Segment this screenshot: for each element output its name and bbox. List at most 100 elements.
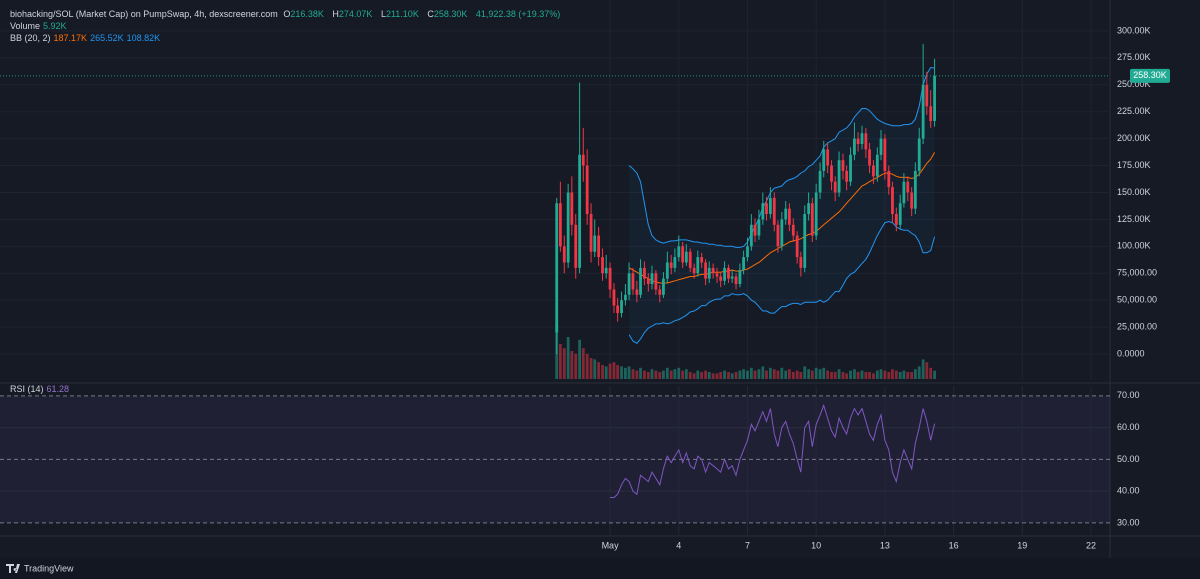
volume-bar — [780, 367, 784, 379]
candle-body — [631, 273, 635, 290]
candle-body — [707, 267, 711, 279]
candle-body — [845, 170, 849, 182]
candle-body — [734, 276, 738, 285]
x-tick-label: 13 — [880, 540, 890, 550]
candle-body — [776, 224, 780, 247]
volume-label: Volume — [10, 21, 41, 31]
candle-body — [727, 267, 730, 279]
brand-logo — [6, 564, 20, 573]
volume-bar — [830, 372, 833, 379]
volume-bar — [776, 370, 780, 379]
volume-bar — [738, 370, 742, 379]
volume-bar — [810, 370, 814, 379]
candle-body — [715, 273, 719, 277]
volume-bar — [734, 372, 738, 379]
main-legend: biohacking/SOL (Market Cap) on PumpSwap,… — [10, 8, 563, 20]
candle-body — [787, 208, 791, 225]
bb-lower-line — [628, 221, 936, 344]
volume-bar — [814, 367, 818, 379]
candle-body — [898, 203, 902, 225]
candle-body — [562, 246, 566, 263]
candle-body — [894, 214, 898, 225]
volume-bar — [929, 367, 933, 379]
candle-body — [616, 305, 620, 314]
volume-bar — [684, 369, 688, 379]
volume-bar — [696, 370, 700, 379]
readout-value: 211.10K — [385, 9, 419, 19]
candle-body — [868, 149, 871, 166]
readout-value: 258.30K — [433, 9, 468, 19]
volume-bar — [604, 366, 608, 379]
candle-body — [872, 165, 875, 177]
candle-body — [658, 289, 662, 295]
candle-body — [849, 154, 852, 182]
candle-body — [624, 294, 627, 301]
candle-body — [585, 165, 589, 215]
volume-bar — [627, 366, 631, 379]
volume-bar — [681, 370, 685, 379]
candle-body — [826, 149, 830, 166]
volume-bar — [845, 373, 849, 379]
y-tick-label: 125.00K — [1117, 214, 1151, 224]
volume-bar — [624, 367, 627, 379]
candle-body — [860, 133, 864, 145]
candle-body — [692, 267, 696, 274]
candle-body — [856, 138, 860, 145]
volume-bar — [913, 369, 917, 379]
candle-body — [597, 235, 601, 258]
candle-body — [639, 267, 642, 295]
volume-bar — [883, 370, 887, 379]
candle-body — [933, 75, 936, 121]
x-tick-label: 10 — [811, 540, 821, 550]
candle-body — [700, 257, 704, 263]
candle-body — [604, 267, 608, 274]
volume-bar — [608, 363, 612, 379]
candle-body — [704, 262, 707, 279]
volume-bar — [593, 359, 597, 379]
footer — [0, 558, 1200, 579]
volume-bar — [669, 370, 673, 379]
y-tick-label: 150.00K — [1117, 187, 1151, 197]
volume-bar — [753, 370, 757, 379]
brand-name: TradingView — [24, 563, 74, 573]
volume-bar — [673, 369, 677, 379]
readout-key: H — [332, 9, 339, 19]
volume-bar — [581, 348, 585, 379]
volume-bar — [635, 370, 639, 379]
rsi-legend: RSI (14) 61.28 — [10, 383, 72, 395]
candle-body — [665, 262, 669, 279]
candle-body — [772, 197, 776, 225]
rsi-tick-label: 60.00 — [1117, 422, 1140, 432]
volume-bar — [807, 369, 811, 379]
candle-body — [635, 289, 639, 295]
y-tick-label: 200.00K — [1117, 133, 1151, 143]
candle-body — [906, 181, 910, 193]
volume-bar — [631, 369, 635, 379]
x-tick-label: 16 — [949, 540, 959, 550]
candle-body — [757, 219, 761, 236]
volume-bar — [688, 372, 692, 379]
volume-bar — [601, 365, 604, 379]
volume-bar — [742, 369, 745, 379]
bb-lower-readout: 108.82K — [126, 33, 161, 43]
rsi-label: RSI (14) — [10, 384, 44, 394]
volume-bar — [933, 370, 936, 379]
volume-bar — [700, 372, 704, 379]
y-tick-label: 75,000.00 — [1117, 268, 1157, 278]
volume-bar — [887, 372, 891, 379]
volume-bar — [585, 353, 589, 379]
volume-bar — [620, 366, 623, 379]
candle-body — [742, 257, 745, 271]
candle-body — [601, 257, 604, 274]
volume-bar — [761, 366, 765, 379]
readout-value: 274.07K — [338, 9, 373, 19]
volume-bar — [791, 372, 795, 379]
volume-bar — [589, 358, 593, 379]
volume-bar — [558, 344, 562, 379]
volume-bar — [822, 367, 826, 379]
y-tick-label: 225.00K — [1117, 106, 1151, 116]
candle-body — [578, 154, 582, 268]
volume-bar — [921, 359, 925, 379]
